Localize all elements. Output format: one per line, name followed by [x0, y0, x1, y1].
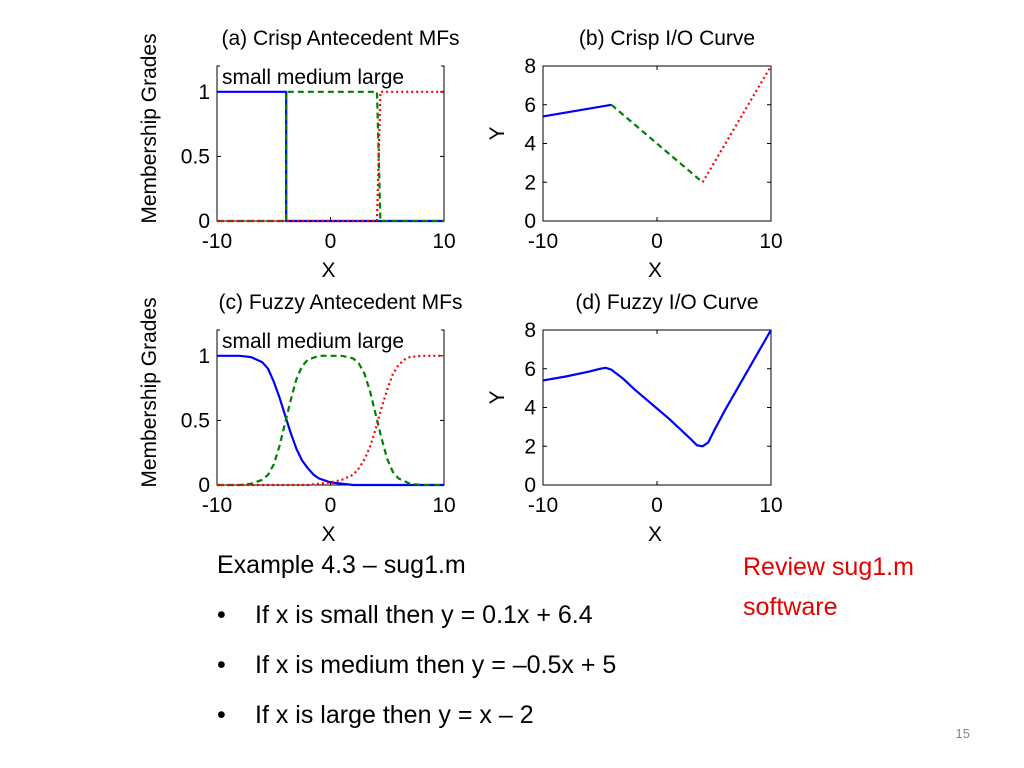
x-tick-label: -10 — [528, 230, 558, 253]
x-tick-label: 10 — [759, 230, 782, 253]
x-axis-label: X — [648, 523, 662, 546]
y-tick-label: 6 — [524, 94, 536, 117]
legend-background — [220, 64, 441, 89]
y-tick-label: 0 — [198, 474, 210, 497]
series-line — [701, 65, 772, 183]
x-tick-label: 0 — [651, 494, 663, 517]
plot-title: (c) Fuzzy Antecedent MFs — [219, 291, 463, 314]
y-tick-label: 2 — [524, 171, 536, 194]
plot-title: (a) Crisp Antecedent MFs — [221, 27, 459, 50]
rule-text: If x is medium then y = –0.5x + 5 — [255, 651, 617, 679]
series-line — [217, 90, 444, 223]
legend-text: small medium large — [222, 330, 404, 353]
plot-frame — [216, 329, 445, 486]
y-tick-label: 1 — [198, 345, 210, 368]
review-note: Review sug1.m software — [743, 547, 973, 627]
y-tick-label: 0.5 — [181, 145, 210, 168]
x-tick-label: 10 — [759, 494, 782, 517]
y-axis-label: Y — [486, 126, 509, 140]
series-line — [217, 90, 444, 223]
example-caption: Example 4.3 – sug1.m • If x is small then… — [217, 546, 737, 746]
x-tick-label: 0 — [651, 230, 663, 253]
y-tick-label: 0 — [524, 210, 536, 233]
bullet-icon: • — [217, 601, 226, 629]
y-tick-label: 0 — [524, 474, 536, 497]
series-line — [542, 103, 612, 118]
series-line — [217, 354, 444, 487]
x-tick-label: -10 — [202, 230, 232, 253]
y-tick-label: 8 — [524, 55, 536, 78]
series-line — [610, 103, 704, 184]
y-tick-label: 0.5 — [181, 409, 210, 432]
rule-text: If x is small then y = 0.1x + 6.4 — [255, 601, 593, 629]
x-tick-label: 10 — [432, 494, 455, 517]
plot-frame — [542, 65, 772, 222]
y-tick-label: 1 — [198, 81, 210, 104]
rule-item-large: • If x is large then y = x – 2 — [217, 696, 737, 746]
x-tick-label: -10 — [528, 494, 558, 517]
plot-title: (b) Crisp I/O Curve — [579, 27, 755, 50]
y-axis-label: Membership Grades — [138, 33, 161, 223]
bullet-icon: • — [217, 701, 226, 729]
series-line — [217, 90, 444, 223]
plot-title: (d) Fuzzy I/O Curve — [575, 291, 758, 314]
x-axis-label: X — [321, 523, 335, 546]
y-axis-label: Membership Grades — [138, 297, 161, 487]
caption-heading: Example 4.3 – sug1.m — [217, 551, 466, 579]
x-axis-label: X — [648, 259, 662, 282]
y-tick-label: 0 — [198, 210, 210, 233]
review-note-line: software — [743, 593, 838, 621]
y-tick-label: 8 — [524, 319, 536, 342]
review-note-line: Review sug1.m — [743, 553, 914, 581]
x-tick-label: 0 — [325, 494, 337, 517]
bullet-icon: • — [217, 651, 226, 679]
y-tick-label: 4 — [524, 397, 536, 420]
series-line — [217, 354, 444, 487]
y-tick-label: 6 — [524, 358, 536, 381]
rule-item-small: • If x is small then y = 0.1x + 6.4 — [217, 596, 737, 646]
legend-text: small medium large — [222, 66, 404, 89]
plot-frame — [216, 65, 445, 222]
x-tick-label: 10 — [432, 230, 455, 253]
rule-item-medium: • If x is medium then y = –0.5x + 5 — [217, 646, 737, 696]
series-line — [542, 329, 772, 448]
x-tick-label: 0 — [325, 230, 337, 253]
slide-number: 15 — [955, 726, 970, 741]
x-axis-label: X — [321, 259, 335, 282]
y-axis-label: Y — [486, 390, 509, 404]
y-tick-label: 4 — [524, 133, 536, 156]
x-tick-label: -10 — [202, 494, 232, 517]
series-line — [217, 354, 444, 487]
y-tick-label: 2 — [524, 435, 536, 458]
legend-background — [220, 328, 441, 353]
rule-text: If x is large then y = x – 2 — [255, 701, 534, 729]
